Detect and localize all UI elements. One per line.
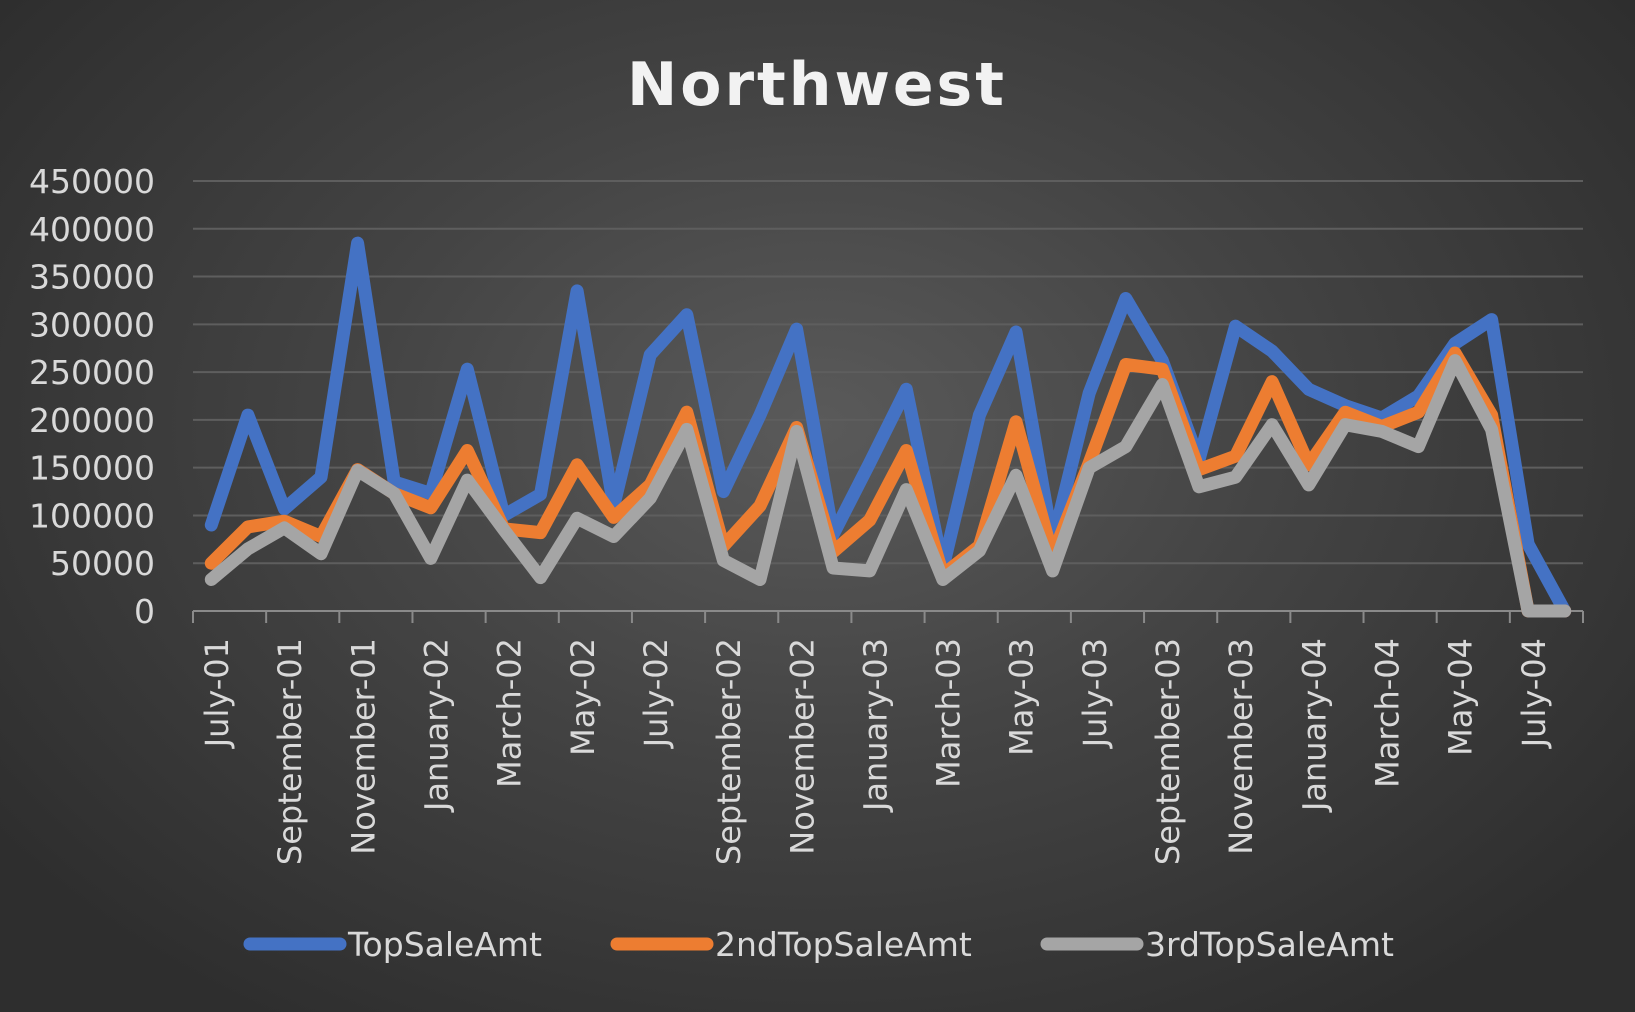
x-tick-label: September-01 — [271, 638, 309, 865]
x-tick-label: March-02 — [491, 638, 529, 788]
x-tick-label: March-04 — [1369, 638, 1407, 788]
legend[interactable]: TopSaleAmt 2ndTopSaleAmt 3rdTopSaleAmt — [243, 925, 1394, 964]
x-tick-label: September-03 — [1149, 638, 1187, 865]
series-line-3rdTopSaleAmt — [204, 354, 1572, 618]
x-tick-label: November-03 — [1222, 638, 1260, 855]
x-tick-label: May-03 — [1003, 638, 1041, 756]
legend-entry-2ndTopSaleAmt[interactable]: 2ndTopSaleAmt — [610, 925, 972, 964]
y-tick-label: 0 — [134, 592, 155, 631]
legend-label: TopSaleAmt — [347, 925, 542, 964]
y-tick-label: 400000 — [29, 210, 155, 249]
x-axis: July-01 September-01 November-01 January-02… — [192, 610, 1584, 865]
x-tick-label: November-02 — [783, 638, 821, 855]
x-tick-label: July-02 — [637, 638, 675, 749]
y-tick-label: 100000 — [29, 496, 155, 535]
y-tick-label: 300000 — [29, 305, 155, 344]
legend-entry-TopSaleAmt[interactable]: TopSaleAmt — [243, 925, 542, 964]
chart-title: Northwest — [627, 50, 1007, 120]
x-tick-label: January-02 — [417, 638, 455, 813]
x-tick-label: May-04 — [1442, 638, 1480, 756]
series-lines — [204, 236, 1572, 618]
x-tick-label: March-03 — [930, 638, 968, 788]
legend-entry-3rdTopSaleAmt[interactable]: 3rdTopSaleAmt — [1040, 925, 1394, 964]
y-tick-label: 450000 — [29, 162, 155, 201]
x-tick-label: January-04 — [1295, 638, 1333, 813]
y-tick-label: 250000 — [29, 353, 155, 392]
y-tick-label: 150000 — [29, 449, 155, 488]
gridlines — [193, 180, 1583, 565]
series-line-2ndTopSaleAmt — [204, 346, 1572, 618]
legend-label: 2ndTopSaleAmt — [715, 925, 972, 964]
x-tick-label: September-02 — [710, 638, 748, 865]
x-tick-label: July-04 — [1515, 638, 1553, 749]
y-axis: 0 50000 100000 150000 200000 250000 300000 3500… — [29, 162, 155, 631]
series-line-TopSaleAmt — [204, 236, 1572, 618]
x-tick-label: January-03 — [856, 638, 894, 813]
y-tick-label: 200000 — [29, 401, 155, 440]
y-tick-label: 50000 — [50, 544, 155, 583]
y-tick-label: 350000 — [29, 258, 155, 297]
x-tick-label: May-02 — [564, 638, 602, 756]
x-tick-label: November-01 — [344, 638, 382, 855]
x-tick-label: July-03 — [1076, 638, 1114, 749]
legend-label: 3rdTopSaleAmt — [1145, 925, 1394, 964]
x-tick-label: July-01 — [198, 638, 236, 749]
